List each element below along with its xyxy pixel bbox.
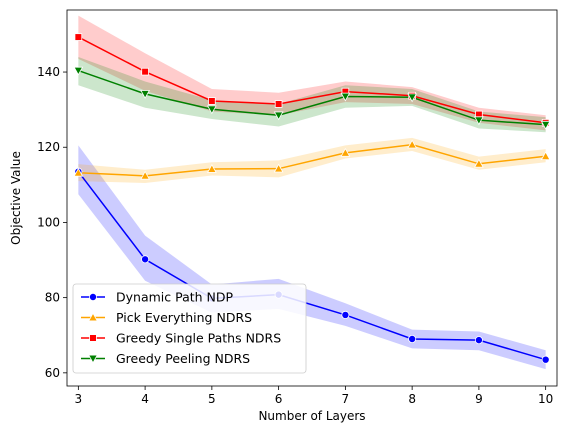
greedy-single-paths-ndrs-point [208, 97, 216, 105]
dynamic-path-ndp-legend-label: Dynamic Path NDP [116, 290, 234, 305]
greedy-peeling-ndrs-point [73, 66, 84, 76]
dynamic-path-ndp-point [474, 336, 483, 345]
y-tick-label: 140 [37, 65, 60, 79]
x-tick-label: 3 [75, 392, 83, 406]
dynamic-path-ndp-point [341, 310, 350, 319]
x-tick-label: 10 [538, 392, 553, 406]
greedy-peeling-ndrs-point [407, 93, 418, 103]
pick-everything-ndrs-legend-marker [88, 312, 98, 322]
series-lines [77, 36, 546, 361]
greedy-single-paths-ndrs-point [141, 67, 149, 76]
pick-everything-ndrs-point [340, 147, 351, 157]
pick-everything-ndrs-point [206, 164, 217, 173]
legend: Dynamic Path NDP Pick Everything NDRS Gree… [72, 283, 307, 374]
y-tick-label: 100 [37, 215, 60, 229]
greedy-peeling-ndrs-point [140, 90, 150, 99]
x-tick-label: 8 [408, 392, 416, 406]
y-tick-label: 120 [37, 140, 60, 154]
greedy-single-paths-ndrs-point [274, 100, 283, 108]
greedy-single-paths-ndrs-legend-label: Greedy Single Paths NDRS [116, 331, 281, 346]
greedy-peeling-ndrs-band [78, 57, 546, 133]
y-tick-label: 60 [45, 366, 60, 380]
greedy-peeling-ndrs-line [78, 69, 546, 126]
dynamic-path-ndp-line [77, 171, 546, 361]
greedy-peeling-ndrs-legend-label: Greedy Peeling NDRS [116, 351, 250, 366]
pick-everything-ndrs-line [78, 143, 546, 177]
dynamic-path-ndp-legend-marker [89, 292, 98, 301]
y-tick-label: 80 [45, 291, 60, 305]
x-tick-label: 9 [475, 392, 483, 406]
greedy-single-paths-ndrs-line [78, 36, 546, 124]
pick-everything-ndrs-point [407, 139, 418, 149]
pick-everything-ndrs-legend-label: Pick Everything NDRS [116, 310, 252, 325]
pick-everything-ndrs-point [273, 163, 284, 173]
greedy-peeling-ndrs-point [273, 111, 284, 121]
greedy-peeling-ndrs-point [340, 92, 351, 102]
legend-box [72, 283, 307, 374]
y-axis: 60 80 100 120 140 [37, 65, 67, 380]
greedy-peeling-ndrs-legend-marker [88, 354, 98, 364]
x-axis: 3 4 5 6 7 8 9 10 [75, 386, 553, 406]
pick-everything-ndrs-point [540, 151, 551, 161]
greedy-peeling-ndrs-point [474, 116, 484, 126]
greedy-single-paths-ndrs-point [74, 33, 83, 41]
pick-everything-ndrs-point [474, 158, 484, 168]
dynamic-path-ndp-point [408, 334, 417, 343]
x-tick-label: 6 [275, 392, 283, 406]
x-tick-label: 5 [208, 392, 216, 406]
greedy-single-paths-ndrs-band [78, 15, 546, 131]
x-tick-label: 4 [141, 392, 149, 406]
pick-everything-ndrs-point [140, 170, 150, 180]
greedy-peeling-ndrs-point [206, 105, 217, 115]
dynamic-path-ndp-point [541, 355, 550, 364]
pick-everything-ndrs-point [73, 167, 84, 177]
plot-frame [66, 9, 558, 387]
dynamic-path-ndp-point [141, 255, 150, 264]
greedy-peeling-ndrs-point [540, 120, 551, 130]
y-axis-label: Objective Value [9, 151, 23, 245]
x-tick-label: 7 [342, 392, 350, 406]
x-axis-label: Number of Layers [258, 409, 365, 423]
greedy-single-paths-ndrs-legend-marker [89, 334, 97, 342]
